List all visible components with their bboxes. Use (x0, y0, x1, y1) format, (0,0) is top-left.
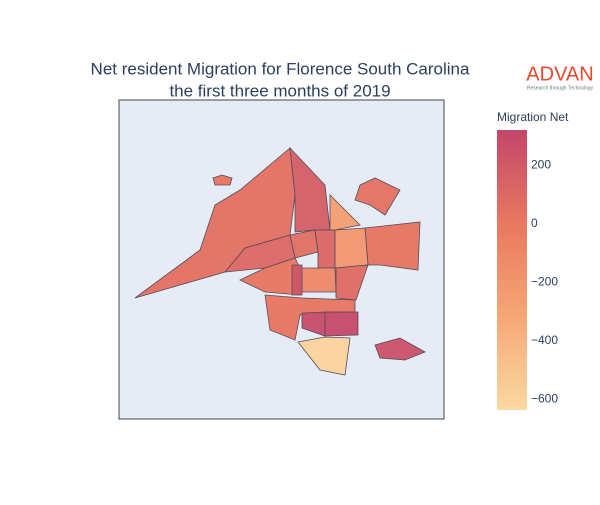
region (334, 227, 369, 269)
colorbar-tick-label: 200 (531, 158, 551, 172)
region (212, 174, 233, 186)
colorbar-tick-label: −400 (531, 333, 558, 347)
region (329, 194, 361, 231)
region (335, 264, 369, 301)
chart-title: the first three months of 2019 (169, 81, 390, 100)
region (364, 221, 421, 271)
region (301, 267, 337, 293)
region (354, 177, 401, 216)
region (297, 336, 351, 376)
colorbar (497, 130, 527, 410)
logo: ADVAN (526, 63, 593, 85)
region (291, 264, 303, 296)
colorbar-tick-label: −200 (531, 275, 558, 289)
colorbar-tick-label: −600 (531, 392, 558, 406)
region (324, 311, 359, 337)
colorbar-title: Migration Net (497, 110, 569, 124)
logo-tagline: Research through Technology (527, 85, 594, 91)
region (374, 337, 426, 361)
region (314, 229, 336, 269)
chart-title: Net resident Migration for Florence Sout… (91, 59, 470, 78)
colorbar-tick-label: 0 (531, 216, 538, 230)
